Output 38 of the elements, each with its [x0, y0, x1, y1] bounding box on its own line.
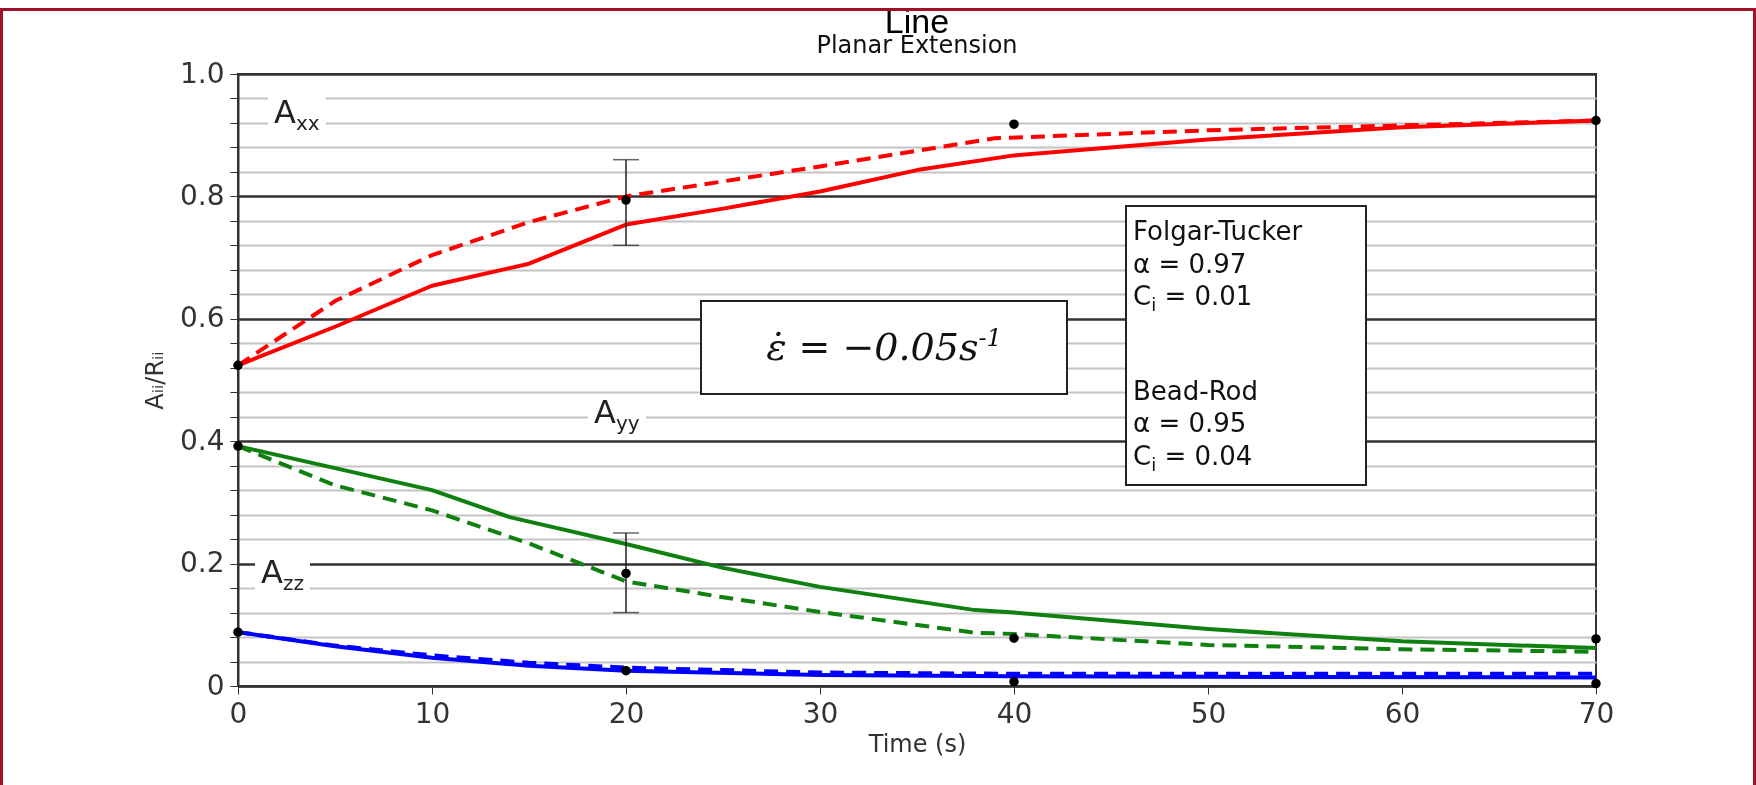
annotation: Folgar-Tucker [1133, 215, 1304, 248]
point [1591, 634, 1601, 644]
x-tick-label: 60 [1384, 696, 1421, 730]
annotation: α = 0.97 [1133, 247, 1248, 280]
point [1009, 676, 1019, 687]
point [233, 441, 243, 451]
x-tick-label: 70 [1578, 696, 1615, 730]
point [233, 627, 243, 637]
y-tick-label: 0.6 [179, 301, 225, 335]
y-tick-label: 0.8 [179, 178, 225, 212]
x-tick-label: 40 [996, 696, 1033, 730]
x-tick-label: 10 [414, 696, 451, 730]
annotation: A$_{zz}$ [255, 553, 310, 596]
x-axis-title: Time (s) [867, 729, 967, 758]
y-tick-label: 1.0 [179, 56, 225, 90]
point [1591, 678, 1601, 689]
x-tick-label: 20 [608, 696, 645, 730]
x-tick-label: 0 [229, 696, 248, 730]
x-tick-label: 50 [1190, 696, 1227, 730]
annotation: Bead-Rod [1133, 374, 1259, 408]
annotation: A$_{xx}$ [268, 93, 326, 136]
x-tick-label: 30 [802, 696, 839, 730]
y-tick-label: 0 [206, 668, 225, 702]
point [1591, 115, 1601, 126]
y-axis-title: Aᵢᵢ/Rᵢᵢ [140, 351, 169, 410]
annotation: A$_{yy}$ [588, 393, 646, 436]
point [1009, 633, 1019, 643]
point [233, 360, 243, 371]
y-tick-label: 0.4 [179, 423, 225, 457]
point [621, 665, 631, 676]
point [1009, 119, 1019, 129]
equation-box: ε̇ = −0.05s$^{-1}$ [700, 300, 1068, 395]
point [621, 568, 631, 579]
annotation: C$_{i}$ = 0.01 [1133, 280, 1254, 317]
point [621, 195, 631, 205]
annotation: C$_{i}$ = 0.04 [1133, 439, 1254, 477]
annotation: α = 0.95 [1133, 407, 1248, 440]
y-tick-label: 0.2 [179, 546, 225, 580]
